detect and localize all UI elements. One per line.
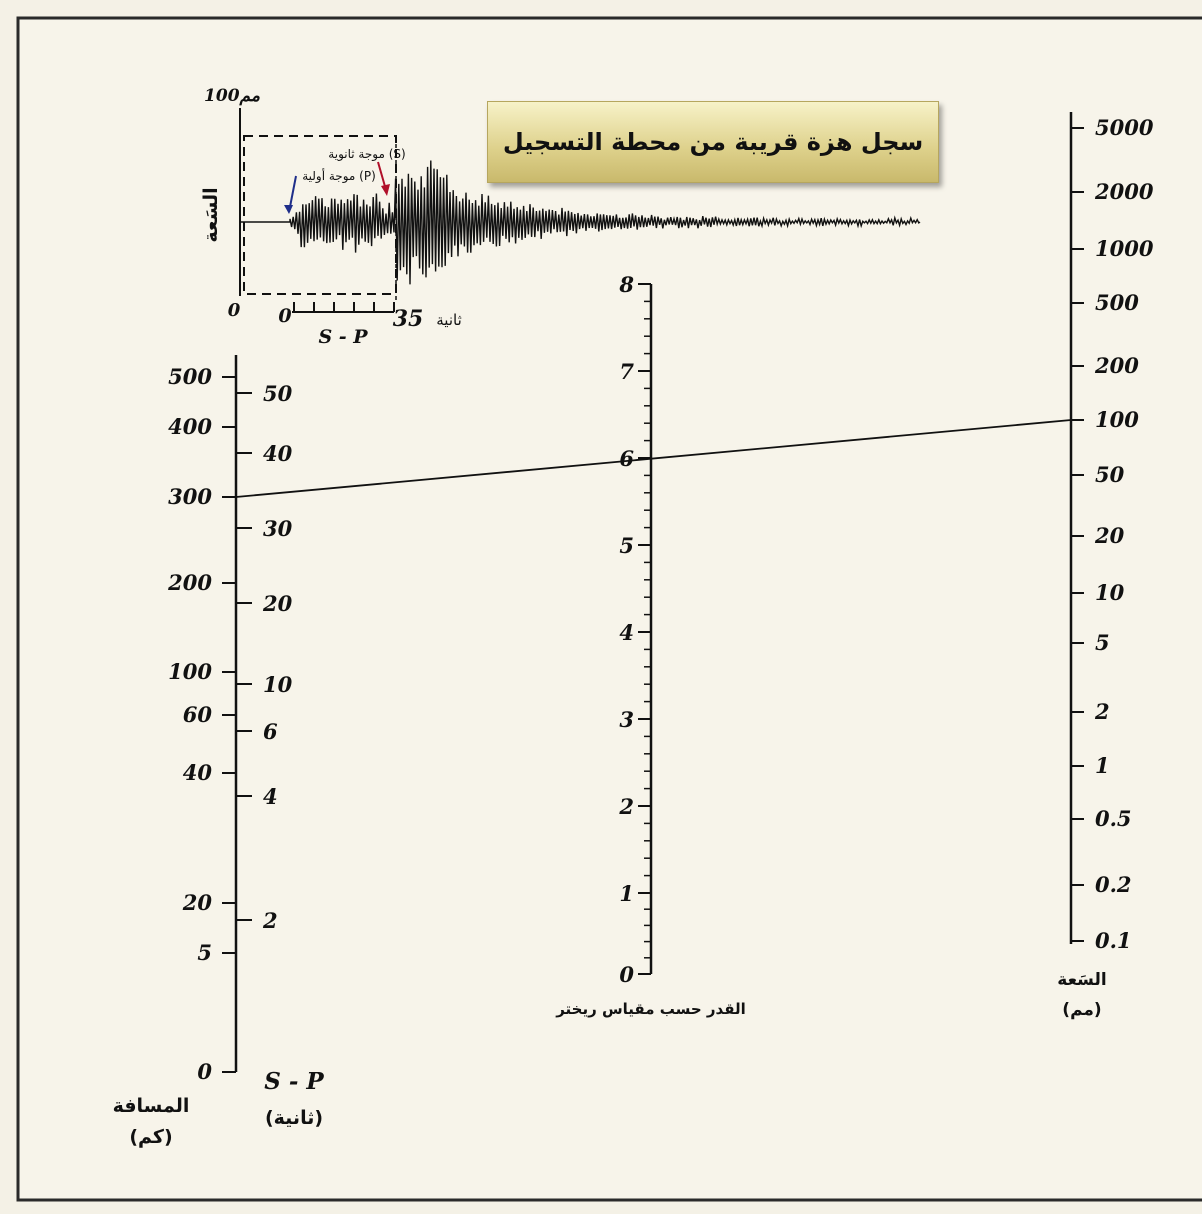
- amplitude-tick-label: 0.1: [1095, 928, 1132, 953]
- amplitude-tick-label: 1: [1095, 753, 1110, 778]
- amplitude-tick-label: 2000: [1094, 179, 1154, 204]
- title-text: سجل هزة قريبة من محطة التسجيل: [502, 128, 924, 156]
- seismo-time-end: 35: [393, 306, 424, 332]
- distance-tick-label: 60: [183, 702, 213, 727]
- seismo-amplitude-zero: 0: [228, 300, 241, 321]
- distance-tick-label: 200: [167, 570, 212, 595]
- magnitude-tick-label: 7: [619, 359, 634, 384]
- sp-tick-label: 40: [263, 441, 293, 466]
- seismogram-waveform: [289, 160, 921, 285]
- amplitude-tick-label: 0.5: [1095, 806, 1132, 831]
- seismo-time-zero: 0: [278, 305, 291, 327]
- sp-time-ticks: [293, 302, 395, 312]
- magnitude-tick-label: 2: [618, 794, 634, 819]
- sp-tick-label: 2: [262, 908, 278, 933]
- amplitude-tick-label: 0.2: [1095, 872, 1132, 897]
- p-wave-arrowhead: [284, 205, 293, 214]
- distance-axis-title: المسافة: [113, 1095, 190, 1117]
- seismo-sp-label: S - P: [318, 326, 368, 348]
- p-wave-label: موجة أولية (P): [302, 168, 376, 184]
- s-wave-label: موجة ثانوية (S): [328, 147, 405, 162]
- sp-tick-label: 4: [263, 784, 278, 809]
- reading-line: [235, 419, 1072, 498]
- magnitude-axis-ticks: 8 7 6 5 4 3 2 1 0: [618, 272, 651, 987]
- magnitude-tick-label: 6: [619, 446, 634, 471]
- seismo-amplitude-max: 100مم: [204, 86, 261, 106]
- amplitude-tick-label: 50: [1095, 462, 1125, 487]
- sp-axis-unit: (ثانية): [265, 1107, 323, 1129]
- amplitude-tick-label: 500: [1095, 290, 1139, 315]
- amplitude-tick-label: 10: [1095, 580, 1125, 605]
- amplitude-axis-title: السَعة: [1057, 970, 1106, 990]
- amplitude-axis-ticks: 5000 2000 1000 500 200 100 50 20 10 5 2 1 0.5 0.2 0.1: [1071, 115, 1154, 953]
- magnitude-tick-label: 5: [619, 533, 634, 558]
- magnitude-tick-label: 4: [619, 620, 634, 645]
- distance-axis-unit: (كم): [129, 1126, 172, 1148]
- magnitude-tick-label: 3: [619, 707, 634, 732]
- sp-axis-ticks: 50 40 30 20 10 6 4 2: [236, 381, 293, 933]
- amplitude-tick-label: 1000: [1095, 236, 1154, 261]
- seismogram-trace: [289, 160, 921, 285]
- sp-tick-label: 10: [263, 672, 293, 697]
- distance-tick-label: 400: [168, 414, 212, 439]
- distance-tick-label: 300: [168, 484, 212, 509]
- seismo-time-unit: ثانية: [436, 311, 462, 329]
- sp-tick-label: 6: [263, 719, 278, 744]
- title-banner: سجل هزة قريبة من محطة التسجيل: [487, 101, 939, 183]
- magnitude-tick-label: 8: [618, 272, 634, 297]
- distance-tick-label: 500: [168, 364, 212, 389]
- amplitude-tick-label: 5000: [1095, 115, 1154, 140]
- seismo-amplitude-label: السَعة: [200, 187, 222, 242]
- sp-tick-label: 50: [263, 381, 293, 406]
- magnitude-tick-label: 0: [619, 962, 634, 987]
- amplitude-tick-label: 20: [1094, 523, 1125, 548]
- sp-axis-title: S - P: [264, 1068, 324, 1095]
- distance-tick-label: 40: [183, 760, 213, 785]
- sp-tick-label: 20: [262, 591, 293, 616]
- distance-axis-ticks: 500 400 300 200 100 60 40 20 5 0: [167, 364, 236, 1084]
- amplitude-axis-unit: (مم): [1062, 1000, 1101, 1020]
- amplitude-tick-label: 5: [1095, 630, 1110, 655]
- card-border: [16, 16, 1202, 1202]
- magnitude-axis-title: القدر حسب مقياس ريختر: [555, 1000, 746, 1018]
- amplitude-tick-label: 200: [1094, 353, 1139, 378]
- amplitude-tick-label: 100: [1095, 407, 1139, 432]
- magnitude-tick-label: 1: [619, 881, 634, 906]
- distance-tick-label: 5: [197, 940, 212, 965]
- distance-tick-label: 100: [168, 659, 212, 684]
- s-wave-arrowhead: [381, 184, 390, 196]
- amplitude-tick-label: 2: [1094, 699, 1110, 724]
- sp-tick-label: 30: [263, 516, 293, 541]
- distance-tick-label: 0: [197, 1059, 212, 1084]
- distance-tick-label: 20: [182, 890, 213, 915]
- seismogram-inset: 100مم 0 0 35 ثانية S - P السَعة موجة أول…: [200, 86, 921, 348]
